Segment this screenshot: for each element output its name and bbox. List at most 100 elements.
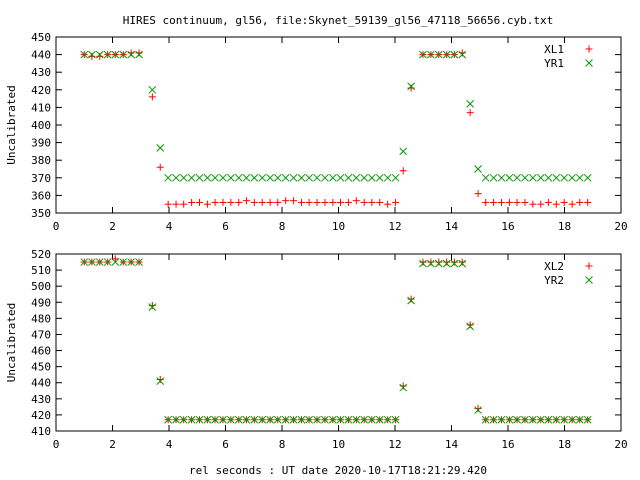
data-point bbox=[419, 259, 427, 268]
legend-label: XL2 bbox=[544, 260, 564, 273]
y-tick-label: 460 bbox=[31, 345, 51, 358]
x-tick-label: 12 bbox=[388, 438, 401, 451]
y-tick-label: 510 bbox=[31, 264, 51, 277]
data-point bbox=[127, 50, 135, 59]
legend-label: XL1 bbox=[544, 43, 564, 56]
y-tick-label: 410 bbox=[31, 425, 51, 438]
data-point bbox=[172, 415, 180, 424]
data-point bbox=[172, 200, 180, 208]
data-point bbox=[211, 415, 219, 424]
data-point bbox=[505, 415, 514, 424]
data-point bbox=[450, 258, 458, 266]
x-tick-label: 14 bbox=[445, 438, 459, 451]
data-point bbox=[391, 415, 400, 424]
data-point bbox=[407, 295, 415, 303]
data-point bbox=[88, 258, 96, 266]
data-point bbox=[375, 415, 384, 424]
data-point bbox=[156, 377, 165, 385]
bottom-panel: 410 420 430 440 450 460 470 480 490 500 510 520 0 2 4 6… bbox=[5, 248, 628, 451]
data-point bbox=[360, 198, 368, 206]
data-point bbox=[321, 173, 329, 182]
data-point bbox=[242, 415, 251, 424]
data-point bbox=[583, 415, 592, 424]
y-tick-label: 490 bbox=[31, 296, 51, 309]
legend-marker bbox=[585, 276, 593, 284]
data-point bbox=[156, 163, 164, 171]
data-point bbox=[552, 200, 560, 208]
data-point bbox=[203, 173, 212, 182]
y-tick-label: 360 bbox=[31, 189, 51, 202]
data-point bbox=[407, 82, 415, 91]
x-tick-label: 20 bbox=[614, 220, 627, 233]
legend-marker bbox=[585, 262, 593, 270]
data-point bbox=[568, 415, 576, 424]
x-tick-label: 0 bbox=[53, 220, 60, 233]
data-point bbox=[328, 173, 337, 182]
data-point bbox=[521, 415, 529, 424]
data-point bbox=[250, 173, 259, 182]
x-tick-label: 16 bbox=[501, 220, 514, 233]
data-point bbox=[399, 167, 407, 175]
data-point bbox=[344, 173, 353, 182]
data-point bbox=[474, 406, 482, 414]
data-point bbox=[434, 50, 443, 59]
data-point bbox=[536, 415, 545, 424]
data-point bbox=[344, 415, 353, 424]
data-point bbox=[227, 415, 235, 424]
data-point bbox=[250, 415, 259, 424]
data-point bbox=[305, 198, 313, 206]
data-point bbox=[119, 258, 128, 266]
data-point bbox=[497, 173, 506, 182]
data-point bbox=[80, 50, 89, 59]
data-point bbox=[297, 198, 305, 206]
data-point bbox=[127, 258, 135, 266]
data-point bbox=[172, 173, 180, 182]
data-point bbox=[336, 173, 345, 182]
data-point bbox=[250, 198, 258, 206]
data-point bbox=[383, 173, 392, 182]
data-point bbox=[529, 200, 537, 208]
data-point bbox=[203, 415, 212, 424]
data-point bbox=[367, 415, 376, 424]
data-point bbox=[489, 415, 498, 424]
y-tick-label: 450 bbox=[31, 361, 51, 374]
data-point bbox=[281, 173, 290, 182]
x-tick-label: 4 bbox=[166, 220, 173, 233]
data-point bbox=[407, 296, 415, 305]
series-yr2 bbox=[80, 258, 592, 424]
x-tick-label: 4 bbox=[166, 438, 173, 451]
data-point bbox=[490, 198, 498, 206]
data-point bbox=[103, 50, 112, 59]
data-point bbox=[367, 173, 376, 182]
data-point bbox=[552, 173, 561, 182]
data-point bbox=[568, 173, 576, 182]
x-tick-label: 20 bbox=[614, 438, 627, 451]
data-point bbox=[313, 173, 321, 182]
data-point bbox=[188, 198, 196, 206]
data-point bbox=[392, 198, 400, 206]
data-point bbox=[195, 173, 204, 182]
data-point bbox=[227, 173, 235, 182]
data-point bbox=[352, 415, 361, 424]
x-tick-label: 8 bbox=[279, 438, 286, 451]
data-point bbox=[435, 258, 443, 266]
data-point bbox=[274, 198, 282, 206]
data-point bbox=[195, 415, 204, 424]
data-point bbox=[266, 198, 274, 206]
data-point bbox=[521, 198, 529, 206]
data-point bbox=[474, 165, 482, 173]
series-xl1 bbox=[80, 49, 592, 208]
data-point bbox=[297, 415, 306, 424]
y-tick-label: 480 bbox=[31, 312, 51, 325]
y-tick-label: 440 bbox=[31, 377, 51, 390]
data-point bbox=[544, 415, 553, 424]
data-point bbox=[481, 173, 490, 182]
data-point bbox=[458, 50, 467, 59]
data-point bbox=[575, 173, 584, 182]
data-point bbox=[352, 173, 361, 182]
y-tick-label: 500 bbox=[31, 280, 51, 293]
x-tick-label: 10 bbox=[332, 438, 345, 451]
data-point bbox=[148, 85, 157, 94]
data-point bbox=[164, 173, 173, 182]
